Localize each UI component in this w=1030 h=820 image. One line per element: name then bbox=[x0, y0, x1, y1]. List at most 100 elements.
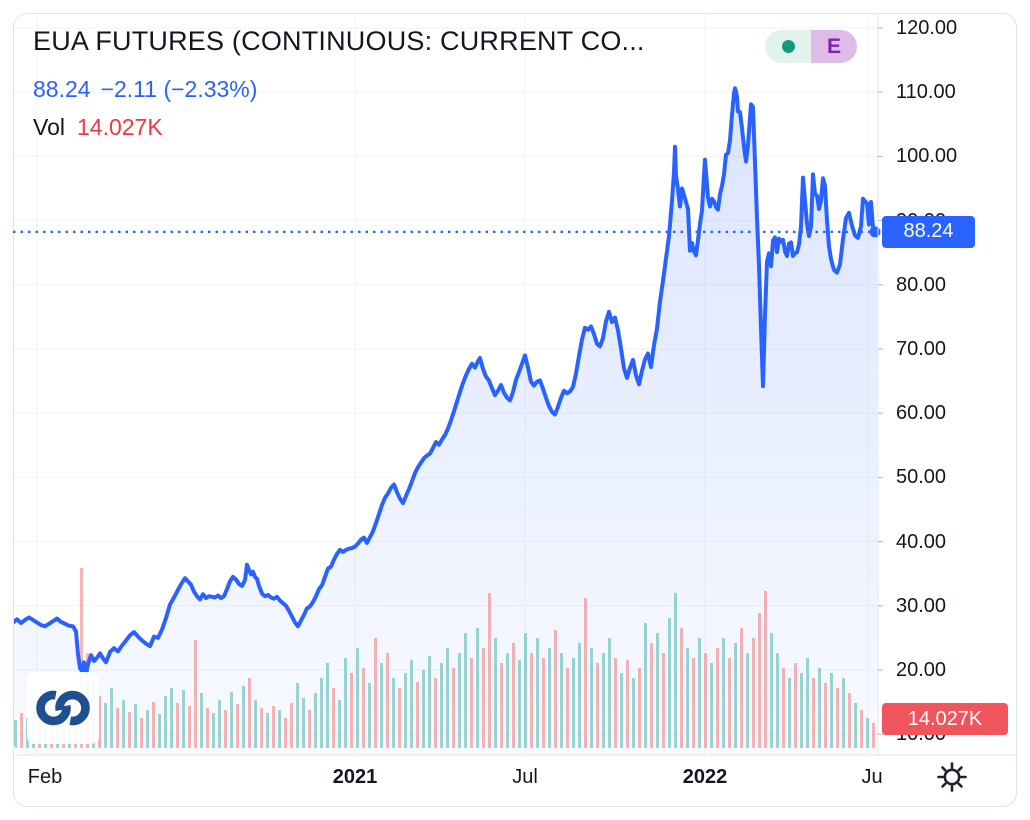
time-axis[interactable]: Feb 2021 Jul 2022 Ju bbox=[13, 755, 1017, 807]
volume-bar bbox=[542, 658, 545, 748]
volume-bar bbox=[512, 643, 515, 748]
volume-bar bbox=[212, 713, 215, 748]
provider-logo bbox=[27, 672, 99, 744]
volume-bar bbox=[182, 690, 185, 748]
volume-bar bbox=[116, 708, 119, 748]
volume-bar bbox=[224, 710, 227, 748]
volume-bar bbox=[362, 668, 365, 748]
price-line bbox=[14, 86, 878, 676]
y-axis-label: 120.00 bbox=[896, 17, 958, 39]
volume-bar bbox=[326, 663, 329, 748]
volume-bar bbox=[842, 678, 845, 748]
volume-bar bbox=[572, 658, 575, 748]
volume-bar bbox=[254, 700, 257, 748]
volume-bar bbox=[398, 688, 401, 748]
volume-bar bbox=[206, 708, 209, 748]
y-axis-label: 50.00 bbox=[896, 466, 947, 489]
y-axis-label: 70.00 bbox=[896, 338, 947, 360]
volume-bar bbox=[566, 668, 569, 748]
volume-bar bbox=[554, 630, 557, 748]
volume-bar bbox=[98, 696, 101, 748]
volume-bar bbox=[332, 688, 335, 748]
volume-bar bbox=[170, 688, 173, 748]
volume-bar bbox=[626, 660, 629, 748]
volume-bar bbox=[686, 648, 689, 748]
volume-bar bbox=[596, 663, 599, 748]
volume-bar bbox=[464, 633, 467, 748]
volume-bar bbox=[452, 668, 455, 748]
volume-bar bbox=[494, 638, 497, 748]
volume-bar bbox=[536, 638, 539, 748]
volume-bar bbox=[860, 710, 863, 748]
volume-bar bbox=[698, 638, 701, 748]
volume-bar bbox=[296, 683, 299, 748]
volume-bar bbox=[350, 673, 353, 748]
volume-bar bbox=[164, 696, 167, 748]
volume-bar bbox=[530, 653, 533, 748]
volume-bar bbox=[806, 658, 809, 748]
volume-bar bbox=[752, 638, 755, 748]
volume-bar bbox=[470, 658, 473, 748]
volume-bar bbox=[128, 712, 131, 748]
volume-bar bbox=[728, 658, 731, 748]
price-axis[interactable]: 120.00110.00100.0090.0080.0070.0060.0050… bbox=[878, 13, 1017, 755]
symbol-title: EUA FUTURES (CONTINUOUS: CURRENT CO... bbox=[33, 26, 645, 56]
volume-bar bbox=[338, 700, 341, 748]
volume-bar bbox=[428, 656, 431, 748]
volume-bar bbox=[602, 653, 605, 748]
volume-bar bbox=[668, 618, 671, 748]
volume-row: Vol 14.027K bbox=[33, 114, 163, 141]
volume-bar bbox=[722, 638, 725, 748]
sun-icon bbox=[937, 762, 967, 792]
volume-bar bbox=[758, 613, 761, 748]
legend-letter-badge[interactable]: E bbox=[811, 30, 857, 63]
legend-dot-segment[interactable] bbox=[765, 30, 811, 63]
volume-bar bbox=[380, 663, 383, 748]
volume-bar bbox=[692, 658, 695, 748]
volume-bar bbox=[590, 648, 593, 748]
volume-bar bbox=[266, 713, 269, 748]
volume-bar bbox=[788, 678, 791, 748]
volume-bar bbox=[410, 660, 413, 748]
volume-bar bbox=[434, 678, 437, 748]
x-axis-label: Ju bbox=[861, 766, 883, 788]
volume-bar bbox=[176, 703, 179, 748]
price-change-row: 88.24 −2.11 (−2.33%) bbox=[33, 76, 257, 103]
volume-bar bbox=[320, 678, 323, 748]
volume-bar bbox=[548, 648, 551, 748]
price-change-text: −2.11 (−2.33%) bbox=[100, 76, 258, 102]
volume-bar bbox=[20, 713, 23, 748]
legend-toggle-pill[interactable]: E bbox=[765, 30, 857, 63]
volume-bar bbox=[872, 723, 875, 748]
volume-bar bbox=[458, 653, 461, 748]
theme-toggle-button[interactable] bbox=[933, 758, 971, 796]
x-axis-label: 2022 bbox=[682, 766, 728, 788]
x-axis-label: 2021 bbox=[332, 766, 378, 788]
volume-bar bbox=[110, 688, 113, 748]
volume-bar bbox=[80, 568, 83, 748]
volume-bar bbox=[848, 693, 851, 748]
volume-bar bbox=[836, 688, 839, 748]
volume-bar bbox=[824, 683, 827, 748]
volume-bar bbox=[764, 591, 767, 748]
volume-bar bbox=[260, 708, 263, 748]
volume-bar bbox=[392, 678, 395, 748]
volume-bar bbox=[248, 678, 251, 748]
volume-bar bbox=[356, 648, 359, 748]
last-price-badge: 88.24 bbox=[882, 215, 975, 248]
y-axis-label: 30.00 bbox=[896, 594, 947, 617]
volume-bar bbox=[782, 668, 785, 748]
volume-bar bbox=[416, 682, 419, 748]
y-axis-label: 80.00 bbox=[896, 273, 947, 296]
volume-bar bbox=[614, 658, 617, 748]
volume-bar bbox=[794, 663, 797, 748]
volume-bar bbox=[440, 663, 443, 748]
volume-bar bbox=[482, 648, 485, 748]
volume-bar bbox=[644, 623, 647, 748]
volume-bar bbox=[812, 678, 815, 748]
volume-bar bbox=[830, 673, 833, 748]
volume-bar bbox=[770, 633, 773, 748]
volume-bar bbox=[236, 704, 239, 748]
y-axis-label: 60.00 bbox=[896, 402, 947, 425]
volume-value: 14.027K bbox=[76, 114, 163, 140]
